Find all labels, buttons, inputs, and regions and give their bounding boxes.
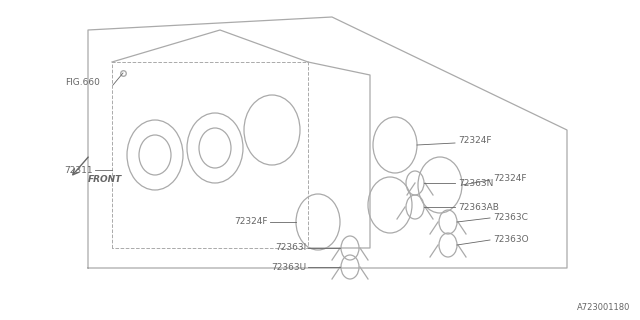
Text: 72363C: 72363C	[493, 213, 528, 222]
Text: 72311: 72311	[65, 165, 93, 174]
Text: 72324F: 72324F	[234, 218, 268, 227]
Text: 72324F: 72324F	[458, 135, 492, 145]
Text: 72363N: 72363N	[458, 179, 493, 188]
Text: 72324F: 72324F	[493, 173, 527, 182]
Text: 72363U: 72363U	[271, 262, 306, 271]
Text: 72363I: 72363I	[275, 244, 306, 252]
Text: A723001180: A723001180	[577, 303, 630, 312]
Text: FIG.660: FIG.660	[65, 77, 100, 86]
Text: FRONT: FRONT	[88, 175, 122, 184]
Text: 72363O: 72363O	[493, 236, 529, 244]
Text: 72363AB: 72363AB	[458, 203, 499, 212]
